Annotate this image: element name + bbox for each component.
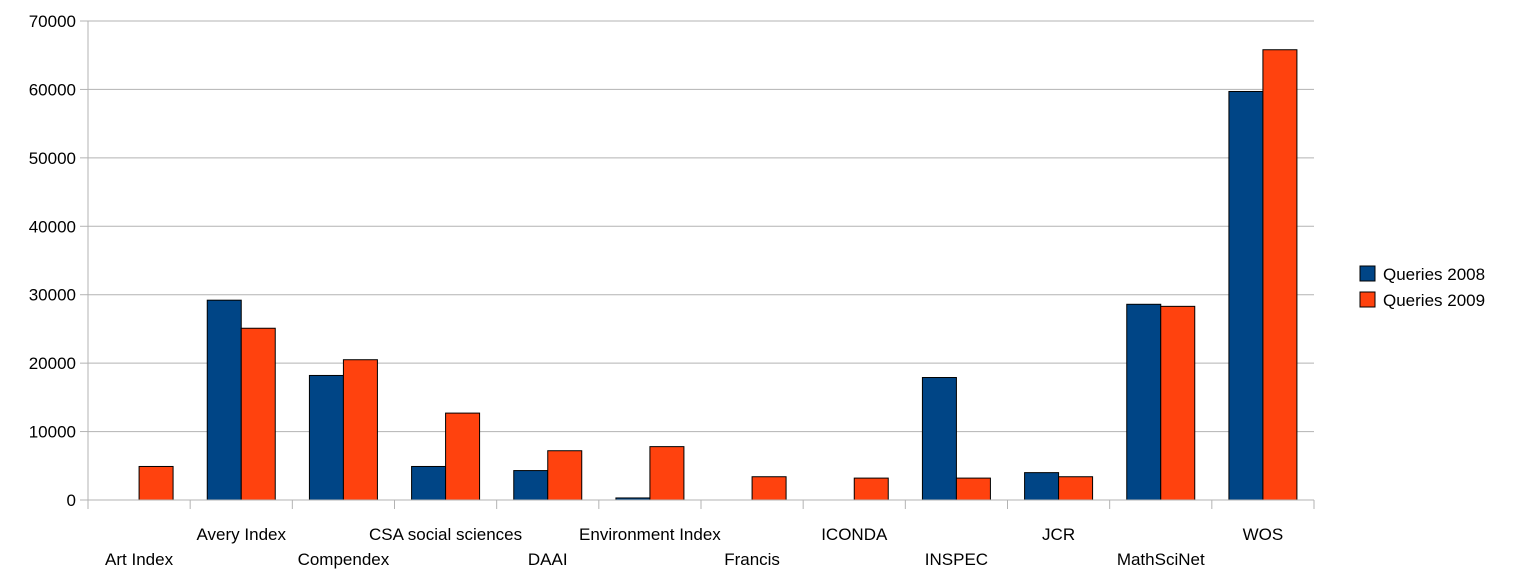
x-category-label: Compendex bbox=[298, 550, 390, 569]
bar-queries-2008 bbox=[1126, 303, 1162, 501]
y-tick-label: 30000 bbox=[29, 286, 76, 305]
y-tick-label: 40000 bbox=[29, 217, 76, 236]
bar-queries-2009 bbox=[751, 476, 787, 501]
bar-queries-2009 bbox=[853, 477, 889, 501]
legend-label: Queries 2009 bbox=[1383, 291, 1485, 310]
bar-queries-2009 bbox=[445, 412, 481, 501]
bars bbox=[138, 49, 1298, 501]
bar-queries-2009 bbox=[342, 359, 378, 501]
x-category-label: ICONDA bbox=[821, 525, 888, 544]
x-category-label: DAAI bbox=[528, 550, 568, 569]
x-category-label: Avery Index bbox=[197, 525, 287, 544]
bar-queries-2008 bbox=[206, 299, 242, 501]
bar-queries-2009 bbox=[1262, 49, 1298, 501]
x-category-label: Art Index bbox=[105, 550, 174, 569]
y-tick-label: 10000 bbox=[29, 423, 76, 442]
y-tick-label: 50000 bbox=[29, 149, 76, 168]
legend-label: Queries 2008 bbox=[1383, 265, 1485, 284]
legend-swatch bbox=[1359, 291, 1376, 308]
bar-queries-2008 bbox=[1228, 90, 1264, 501]
gridlines bbox=[88, 20, 1314, 501]
x-axis-tick-labels: Art Index Avery Index Compendex CSA social … bbox=[105, 525, 1283, 569]
x-category-label: Environment Index bbox=[579, 525, 721, 544]
x-category-label: INSPEC bbox=[925, 550, 988, 569]
bar-queries-2009 bbox=[547, 450, 583, 501]
bar-queries-2009 bbox=[955, 477, 991, 501]
bar-queries-2009 bbox=[1058, 476, 1094, 501]
x-category-label: MathSciNet bbox=[1117, 550, 1205, 569]
x-category-label: CSA social sciences bbox=[369, 525, 522, 544]
bar-queries-2008 bbox=[1024, 472, 1060, 501]
bar-queries-2008 bbox=[513, 470, 549, 501]
x-category-label: WOS bbox=[1243, 525, 1284, 544]
bar-queries-2009 bbox=[240, 327, 276, 501]
x-category-label: JCR bbox=[1042, 525, 1075, 544]
bar-queries-2009 bbox=[649, 446, 685, 501]
legend-swatch bbox=[1359, 265, 1376, 282]
legend: Queries 2008 Queries 2009 bbox=[1359, 265, 1485, 310]
bar-queries-2008 bbox=[308, 374, 344, 501]
y-tick-label: 60000 bbox=[29, 80, 76, 99]
x-category-label: Francis bbox=[724, 550, 780, 569]
axes bbox=[80, 20, 1315, 509]
bar-queries-2008 bbox=[411, 465, 447, 501]
bar-queries-2009 bbox=[1160, 305, 1196, 501]
bar-queries-2009 bbox=[138, 465, 174, 501]
bar-queries-2008 bbox=[921, 377, 957, 501]
y-tick-label: 70000 bbox=[29, 12, 76, 31]
y-tick-label: 0 bbox=[67, 491, 76, 510]
y-axis-tick-labels: 0 10000 20000 30000 40000 50000 60000 70000 bbox=[29, 12, 76, 510]
y-tick-label: 20000 bbox=[29, 354, 76, 373]
